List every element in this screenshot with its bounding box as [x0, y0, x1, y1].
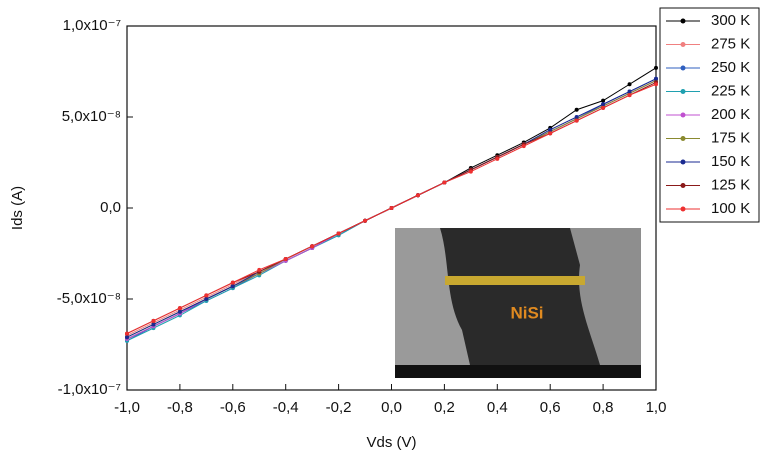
- data-point: [601, 98, 606, 103]
- legend-marker: [680, 159, 686, 165]
- data-point: [125, 331, 129, 336]
- x-tick-label: 0,4: [487, 399, 508, 416]
- y-tick-label: -1,0x10⁻⁷: [58, 381, 121, 398]
- legend-marker: [680, 183, 686, 188]
- data-point: [415, 193, 420, 198]
- data-point: [548, 127, 553, 132]
- data-point: [654, 65, 658, 70]
- legend-marker: [680, 206, 686, 212]
- y-tick-label: -5,0x10⁻⁸: [57, 290, 121, 307]
- legend-label: 225 K: [711, 82, 750, 99]
- sem-nanowire: [445, 276, 585, 285]
- legend-marker: [680, 18, 686, 24]
- legend-marker: [680, 136, 686, 141]
- data-point: [230, 280, 235, 285]
- data-point: [601, 105, 606, 110]
- data-point: [283, 256, 288, 261]
- data-point: [230, 284, 235, 289]
- y-tick-label: 1,0x10⁻⁷: [63, 17, 121, 34]
- data-point: [627, 82, 632, 87]
- data-point: [204, 297, 209, 301]
- data-point: [257, 267, 262, 272]
- data-point: [521, 144, 526, 149]
- x-tick-label: -1,0: [114, 399, 140, 416]
- sem-info-bar: [395, 365, 641, 378]
- legend-marker: [680, 65, 686, 71]
- data-point: [574, 107, 579, 112]
- sem-electrode-left: [395, 228, 470, 365]
- inset-image: [395, 228, 641, 378]
- x-tick-label: 0,2: [434, 399, 455, 416]
- y-tick-label: 5,0x10⁻⁸: [62, 108, 121, 125]
- legend-marker: [680, 42, 686, 47]
- x-tick-label: -0,6: [220, 399, 246, 416]
- legend-label: 175 K: [711, 129, 750, 146]
- legend-label: 100 K: [711, 200, 750, 217]
- data-point: [151, 318, 156, 323]
- inset-label: NiSi: [510, 303, 543, 322]
- y-axis-label: Ids (A): [9, 186, 26, 230]
- data-point: [363, 218, 368, 223]
- x-tick-label: -0,2: [326, 399, 352, 416]
- legend-label: 200 K: [711, 106, 750, 123]
- data-point: [574, 115, 579, 119]
- y-tick-label: 0,0: [100, 199, 121, 216]
- x-tick-label: 1,0: [646, 399, 667, 416]
- x-tick-label: -0,8: [167, 399, 193, 416]
- x-tick-label: 0,0: [381, 399, 402, 416]
- data-point: [125, 335, 129, 340]
- data-point: [177, 306, 182, 311]
- data-point: [627, 93, 632, 98]
- data-point: [336, 231, 341, 236]
- data-point: [177, 309, 182, 314]
- legend-label: 150 K: [711, 153, 750, 170]
- x-tick-label: -0,4: [273, 399, 299, 416]
- legend: 300 K 275 K 250 K 225 K 200 K 175 K 150 K 125 K…: [659, 7, 760, 223]
- data-point: [627, 89, 632, 94]
- legend-label: 125 K: [711, 176, 750, 193]
- sem-electrode-right: [570, 228, 641, 365]
- data-point: [574, 118, 579, 123]
- data-point: [151, 322, 156, 327]
- x-axis-label: Vds (V): [366, 434, 416, 451]
- data-point: [310, 244, 315, 249]
- legend-marker: [680, 89, 686, 94]
- data-point: [654, 76, 658, 81]
- data-point: [468, 169, 473, 174]
- data-point: [442, 180, 447, 185]
- data-point: [548, 131, 553, 136]
- legend-label: 275 K: [711, 35, 750, 52]
- legend-marker: [680, 112, 686, 118]
- data-point: [654, 82, 658, 87]
- data-point: [204, 293, 209, 298]
- data-point: [601, 102, 606, 107]
- data-point: [495, 156, 500, 161]
- x-tick-label: 0,6: [540, 399, 561, 416]
- data-point: [389, 206, 394, 210]
- legend-label: 300 K: [711, 12, 750, 29]
- legend-label: 250 K: [711, 59, 750, 76]
- x-tick-label: 0,8: [593, 399, 614, 416]
